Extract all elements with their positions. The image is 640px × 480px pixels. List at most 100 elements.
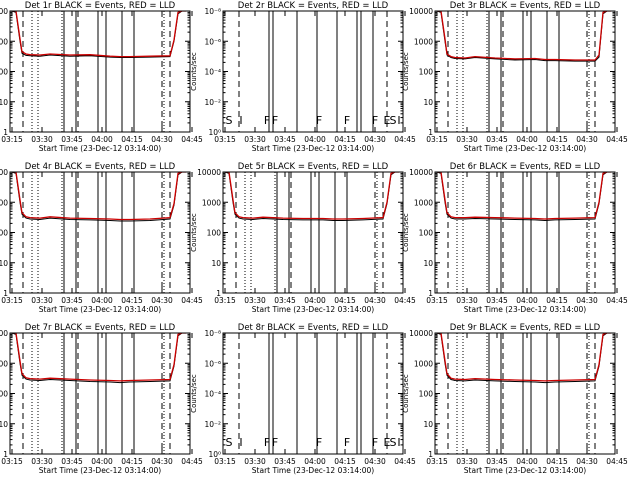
y-tick-label: 1 [3, 128, 8, 137]
y-tick-label: 10 [0, 98, 8, 107]
y-tick-label: 100 [0, 68, 8, 77]
panel-det-1: Det 1r BLACK = Events, RED = LLD 1 10 100 10… [0, 1, 203, 153]
y-tick-label: 1000 [414, 359, 433, 368]
plot-frame [222, 171, 404, 294]
y-tick-label: 10000 [0, 7, 8, 16]
panel-title: Det 2r BLACK = Events, RED = LLD [238, 1, 389, 11]
y-tick-label: 10⁻² [204, 420, 221, 429]
x-tick-label: 04:00 [516, 296, 538, 305]
marker-label: F [372, 114, 378, 127]
x-tick-label: 04:45 [181, 296, 203, 305]
x-tick-label: 04:15 [121, 296, 143, 305]
marker-label: S [390, 114, 397, 127]
x-axis-label: Start Time (23-Dec-12 03:14:00) [464, 466, 586, 475]
x-tick-label: 04:45 [394, 457, 416, 466]
x-tick-label: 04:00 [304, 296, 326, 305]
y-tick-label: 10000 [197, 168, 221, 177]
panel-title: Det 6r BLACK = Events, RED = LLD [450, 162, 601, 172]
x-tick-label: 03:15 [214, 135, 236, 144]
y-tick-label: 10000 [0, 168, 8, 177]
x-tick-label: 03:15 [426, 135, 448, 144]
plot-area [436, 11, 611, 132]
x-tick-label: 04:15 [546, 296, 568, 305]
y-tick-label: 10⁻⁶ [204, 359, 221, 368]
x-tick-label: 03:15 [214, 457, 236, 466]
panel-det-3: Det 3r BLACK = Events, RED = LLD 1 10 100 10… [402, 1, 628, 153]
y-tick-label: 100 [419, 229, 434, 238]
y-tick-label: 1000 [414, 37, 433, 46]
y-tick-label: 1 [3, 450, 8, 459]
plot-area [224, 172, 399, 293]
y-tick-label: 100 [419, 68, 434, 77]
panel-det-9: Det 9r BLACK = Events, RED = LLD 1 10 100 10… [402, 323, 628, 475]
marker-label: I [397, 436, 400, 449]
marker-label: F [316, 114, 322, 127]
panel-title: Det 5r BLACK = Events, RED = LLD [238, 162, 389, 172]
x-axis-label: Start Time (23-Dec-12 03:14:00) [464, 144, 586, 153]
marker-label: S [226, 114, 233, 127]
x-tick-label: 03:30 [456, 296, 478, 305]
x-tick-label: 04:30 [364, 135, 386, 144]
y-axis-label: Counts/sec [190, 374, 198, 413]
plot-area [11, 11, 186, 132]
x-tick-label: 03:15 [1, 457, 23, 466]
x-tick-label: 03:45 [61, 457, 83, 466]
x-axis-label: Start Time (23-Dec-12 03:14:00) [39, 466, 161, 475]
x-tick-label: 04:15 [334, 135, 356, 144]
x-tick-label: 03:45 [486, 457, 508, 466]
marker-label: F [372, 436, 378, 449]
x-tick-label: 04:15 [546, 135, 568, 144]
y-tick-label: 10 [423, 420, 433, 429]
x-tick-label: 04:00 [304, 135, 326, 144]
panel-title: Det 7r BLACK = Events, RED = LLD [25, 323, 176, 333]
panel-title: Det 8r BLACK = Events, RED = LLD [238, 323, 389, 333]
x-axis-label: Start Time (23-Dec-12 03:14:00) [39, 144, 161, 153]
x-tick-label: 04:15 [334, 296, 356, 305]
x-tick-label: 04:45 [606, 296, 628, 305]
x-tick-label: 04:15 [546, 457, 568, 466]
x-tick-label: 04:30 [576, 296, 598, 305]
x-tick-label: 04:00 [91, 135, 113, 144]
marker-label: F [272, 114, 278, 127]
y-tick-label: 1000 [0, 37, 8, 46]
y-tick-label: 10 [0, 420, 8, 429]
marker-label: S [226, 436, 233, 449]
marker-label: I [239, 436, 242, 449]
plot-frame [434, 171, 616, 294]
x-tick-label: 03:30 [31, 457, 53, 466]
y-tick-label: 1000 [0, 359, 8, 368]
marker-label: F [264, 114, 270, 127]
x-tick-label: 04:00 [516, 457, 538, 466]
x-tick-label: 04:15 [121, 457, 143, 466]
x-tick-label: 04:45 [606, 457, 628, 466]
y-tick-label: 1 [428, 450, 433, 459]
x-tick-label: 04:30 [576, 135, 598, 144]
y-tick-label: 10 [0, 259, 8, 268]
x-tick-label: 04:45 [394, 135, 416, 144]
y-tick-label: 1 [3, 289, 8, 298]
x-tick-label: 03:45 [486, 135, 508, 144]
y-axis-label: Counts/sec [402, 213, 410, 252]
marker-label: F [316, 436, 322, 449]
x-tick-label: 04:00 [91, 296, 113, 305]
y-tick-label: 10⁰ [208, 128, 221, 137]
marker-label: F [264, 436, 270, 449]
x-tick-label: 04:00 [516, 135, 538, 144]
x-tick-label: 03:30 [244, 457, 266, 466]
x-axis-label: Start Time (23-Dec-12 03:14:00) [39, 305, 161, 314]
panel-det-4: Det 4r BLACK = Events, RED = LLD 1 10 100 10… [0, 162, 203, 314]
x-tick-label: 03:15 [1, 296, 23, 305]
x-tick-label: 04:45 [394, 296, 416, 305]
y-tick-label: 10000 [0, 329, 8, 338]
marker-label: E [384, 436, 391, 449]
x-tick-label: 04:30 [151, 457, 173, 466]
x-tick-label: 04:45 [181, 457, 203, 466]
panel-title: Det 9r BLACK = Events, RED = LLD [450, 323, 601, 333]
y-tick-label: 10 [211, 259, 221, 268]
x-tick-label: 03:30 [456, 457, 478, 466]
y-tick-label: 10000 [409, 7, 433, 16]
x-tick-label: 03:15 [426, 457, 448, 466]
